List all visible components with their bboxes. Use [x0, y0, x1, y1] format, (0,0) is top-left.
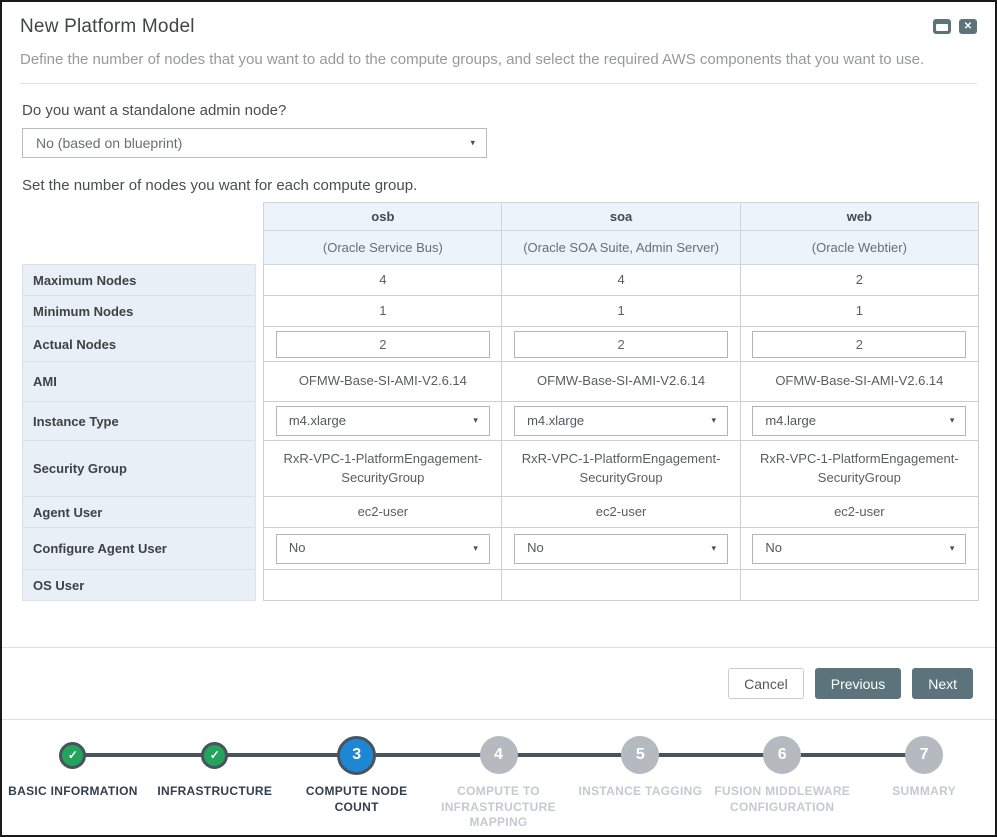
- close-icon[interactable]: ✕: [959, 19, 977, 34]
- column-header-soa: soa: [501, 202, 741, 231]
- column-header-osb: osb: [263, 202, 503, 231]
- admin-node-select[interactable]: No (based on blueprint) ▾: [22, 128, 487, 158]
- configure-agent-user-select-soa[interactable]: No ▾: [514, 533, 729, 564]
- table-row-security-group: Security Group RxR-VPC-1-PlatformEngagem…: [21, 440, 980, 497]
- wizard-step-summary[interactable]: 7 SUMMARY: [853, 735, 995, 831]
- minimum-nodes-web: 1: [739, 295, 980, 327]
- step-number-badge: 7: [905, 736, 944, 774]
- ami-web: OFMW-Base-SI-AMI-V2.6.14: [739, 361, 980, 402]
- compute-group-caption: Set the number of nodes you want for eac…: [22, 177, 418, 194]
- wizard-step-instance-tagging[interactable]: 5 INSTANCE TAGGING: [569, 735, 711, 831]
- agent-user-web: ec2-user: [739, 496, 980, 528]
- row-label-actual-nodes: Actual Nodes: [21, 326, 257, 362]
- agent-user-soa: ec2-user: [501, 496, 741, 528]
- maximize-icon[interactable]: [933, 19, 951, 34]
- chevron-down-icon: ▾: [711, 415, 717, 426]
- row-label-minimum-nodes: Minimum Nodes: [21, 295, 257, 327]
- chevron-down-icon: ▾: [949, 542, 955, 553]
- chevron-down-icon: ▾: [711, 542, 717, 553]
- header-divider: [20, 83, 977, 84]
- row-label-security-group: Security Group: [21, 440, 257, 497]
- agent-user-osb: ec2-user: [263, 496, 503, 528]
- configure-agent-user-select-osb[interactable]: No ▾: [275, 533, 490, 564]
- row-label-configure-agent-user: Configure Agent User: [21, 527, 257, 570]
- wizard-step-compute-to-infrastructure-mapping[interactable]: 4 COMPUTE TO INFRASTRUCTURE MAPPING: [428, 735, 570, 831]
- form-content: Do you want a standalone admin node? No …: [2, 102, 995, 601]
- column-description-soa: (Oracle SOA Suite, Admin Server): [501, 230, 741, 265]
- dialog-subtitle: Define the number of nodes that you want…: [20, 51, 925, 68]
- table-row-configure-agent-user: Configure Agent User No ▾ No ▾ No: [21, 527, 980, 570]
- wizard-step-bar: ✓ BASIC INFORMATION ✓ INFRASTRUCTURE 3 C…: [2, 719, 995, 835]
- wizard-step-label: FUSION MIDDLEWARE CONFIGURATION: [714, 784, 851, 814]
- check-icon: ✓: [201, 741, 229, 769]
- maximum-nodes-osb: 4: [263, 264, 503, 296]
- os-user-osb: [263, 569, 503, 601]
- row-label-os-user: OS User: [21, 569, 257, 601]
- ami-soa: OFMW-Base-SI-AMI-V2.6.14: [501, 361, 741, 402]
- previous-button[interactable]: Previous: [814, 668, 902, 699]
- table-corner-blank: [22, 202, 256, 231]
- chevron-down-icon: ▾: [473, 542, 478, 553]
- window-controls: ✕: [933, 19, 977, 34]
- table-row-instance-type: Instance Type m4.xlarge ▾ m4.xlarge ▾ m4: [21, 401, 980, 441]
- action-button-bar: Cancel Previous Next: [2, 647, 995, 719]
- chevron-down-icon: ▾: [949, 415, 955, 426]
- instance-type-select-osb[interactable]: m4.xlarge ▾: [275, 406, 490, 436]
- instance-type-select-soa[interactable]: m4.xlarge ▾: [514, 406, 729, 436]
- wizard-step-compute-node-count[interactable]: 3 COMPUTE NODE COUNT: [286, 735, 428, 831]
- table-row-maximum-nodes: Maximum Nodes 4 4 2: [21, 264, 980, 296]
- wizard-step-infrastructure[interactable]: ✓ INFRASTRUCTURE: [144, 735, 286, 831]
- security-group-soa: RxR-VPC-1-PlatformEngagement-SecurityGro…: [501, 440, 741, 497]
- actual-nodes-input-soa[interactable]: [514, 330, 729, 358]
- step-number-badge: 6: [763, 736, 802, 774]
- instance-type-select-web[interactable]: m4.large ▾: [752, 406, 967, 436]
- row-label-agent-user: Agent User: [21, 496, 257, 528]
- chevron-down-icon: ▾: [470, 137, 475, 148]
- security-group-osb: RxR-VPC-1-PlatformEngagement-SecurityGro…: [263, 440, 503, 497]
- table-row-agent-user: Agent User ec2-user ec2-user ec2-user: [21, 496, 980, 528]
- check-icon: ✓: [59, 741, 87, 769]
- admin-node-select-value: No (based on blueprint): [36, 135, 183, 151]
- page-title: New Platform Model: [20, 16, 195, 37]
- wizard-step-label: INSTANCE TAGGING: [578, 784, 703, 798]
- row-label-instance-type: Instance Type: [21, 401, 257, 441]
- step-number-badge: 5: [621, 736, 660, 774]
- row-label-maximum-nodes: Maximum Nodes: [21, 264, 257, 296]
- table-row-ami: AMI OFMW-Base-SI-AMI-V2.6.14 OFMW-Base-S…: [21, 361, 980, 402]
- admin-node-question-label: Do you want a standalone admin node?: [22, 102, 287, 119]
- chevron-down-icon: ▾: [473, 415, 478, 426]
- cancel-button[interactable]: Cancel: [728, 668, 804, 699]
- wizard-step-fusion-middleware-configuration[interactable]: 6 FUSION MIDDLEWARE CONFIGURATION: [711, 735, 853, 831]
- wizard-step-label: COMPUTE NODE COUNT: [305, 784, 408, 814]
- column-description-osb: (Oracle Service Bus): [263, 230, 503, 265]
- step-number-badge: 4: [479, 736, 518, 774]
- os-user-web: [739, 569, 980, 601]
- minimum-nodes-osb: 1: [263, 295, 503, 327]
- column-header-web: web: [739, 202, 980, 231]
- minimum-nodes-soa: 1: [501, 295, 741, 327]
- wizard-step-label: SUMMARY: [892, 784, 956, 798]
- ami-osb: OFMW-Base-SI-AMI-V2.6.14: [263, 361, 503, 402]
- wizard-step-label: BASIC INFORMATION: [8, 784, 138, 798]
- maximum-nodes-web: 2: [739, 264, 980, 296]
- compute-group-table: osb soa web (Oracle Service Bus) (Oracle…: [21, 202, 980, 601]
- table-row-actual-nodes: Actual Nodes: [21, 326, 980, 362]
- dialog-header: New Platform Model ✕ Define the number o…: [2, 2, 995, 84]
- configure-agent-user-select-web[interactable]: No ▾: [752, 533, 967, 564]
- row-label-ami: AMI: [21, 361, 257, 402]
- actual-nodes-input-osb[interactable]: [275, 330, 490, 358]
- wizard-step-label: COMPUTE TO INFRASTRUCTURE MAPPING: [441, 784, 556, 830]
- security-group-web: RxR-VPC-1-PlatformEngagement-SecurityGro…: [739, 440, 980, 497]
- wizard-step-basic-information[interactable]: ✓ BASIC INFORMATION: [2, 735, 144, 831]
- table-row-os-user: OS User: [21, 569, 980, 601]
- actual-nodes-input-web[interactable]: [752, 330, 967, 358]
- maximum-nodes-soa: 4: [501, 264, 741, 296]
- step-number-badge: 3: [337, 735, 377, 775]
- wizard-step-label: INFRASTRUCTURE: [157, 784, 273, 798]
- column-description-web: (Oracle Webtier): [739, 230, 980, 265]
- os-user-soa: [501, 569, 741, 601]
- table-row-minimum-nodes: Minimum Nodes 1 1 1: [21, 295, 980, 327]
- next-button[interactable]: Next: [912, 668, 973, 699]
